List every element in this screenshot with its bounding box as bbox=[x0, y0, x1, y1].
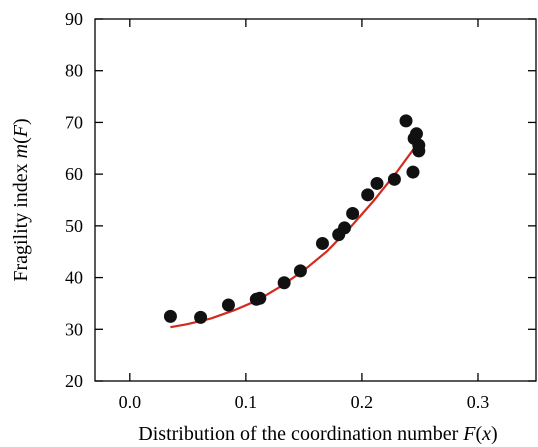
y-tick-label: 30 bbox=[65, 319, 83, 339]
data-point bbox=[346, 206, 360, 220]
axis-ticks bbox=[95, 18, 536, 382]
x-tick-label: 0.0 bbox=[119, 392, 142, 412]
data-point bbox=[277, 276, 291, 290]
data-point bbox=[221, 298, 235, 312]
x-tick-label: 0.1 bbox=[235, 392, 258, 412]
x-tick-label: 0.3 bbox=[467, 392, 490, 412]
x-tick-label: 0.2 bbox=[351, 392, 374, 412]
fit-curve bbox=[170, 139, 421, 329]
y-axis-label: Fragility index m(F) bbox=[10, 118, 32, 281]
y-tick-label: 50 bbox=[65, 216, 83, 236]
y-tick-label: 60 bbox=[65, 164, 83, 184]
x-axis-label: Distribution of the coordination number … bbox=[138, 423, 497, 445]
data-point bbox=[253, 291, 267, 305]
y-tick-label: 90 bbox=[65, 9, 83, 29]
data-point bbox=[163, 309, 177, 323]
data-point bbox=[399, 114, 413, 128]
data-point bbox=[409, 127, 423, 141]
plot-frame bbox=[94, 18, 537, 382]
data-points bbox=[163, 114, 426, 324]
data-point bbox=[387, 172, 401, 186]
data-point bbox=[338, 221, 352, 235]
y-tick-label: 80 bbox=[65, 61, 83, 81]
data-point bbox=[412, 138, 426, 152]
y-tick-label: 20 bbox=[65, 371, 83, 391]
y-tick-label: 70 bbox=[65, 112, 83, 132]
y-tick-label: 40 bbox=[65, 268, 83, 288]
data-point bbox=[194, 310, 208, 324]
data-point bbox=[361, 188, 375, 202]
axis-tick-labels: 0.0 0.1 0.2 0.3 20 30 40 50 60 70 80 90 bbox=[65, 9, 489, 412]
data-point bbox=[406, 165, 420, 179]
data-point bbox=[370, 176, 384, 190]
data-point bbox=[293, 264, 307, 278]
data-point bbox=[315, 236, 329, 250]
